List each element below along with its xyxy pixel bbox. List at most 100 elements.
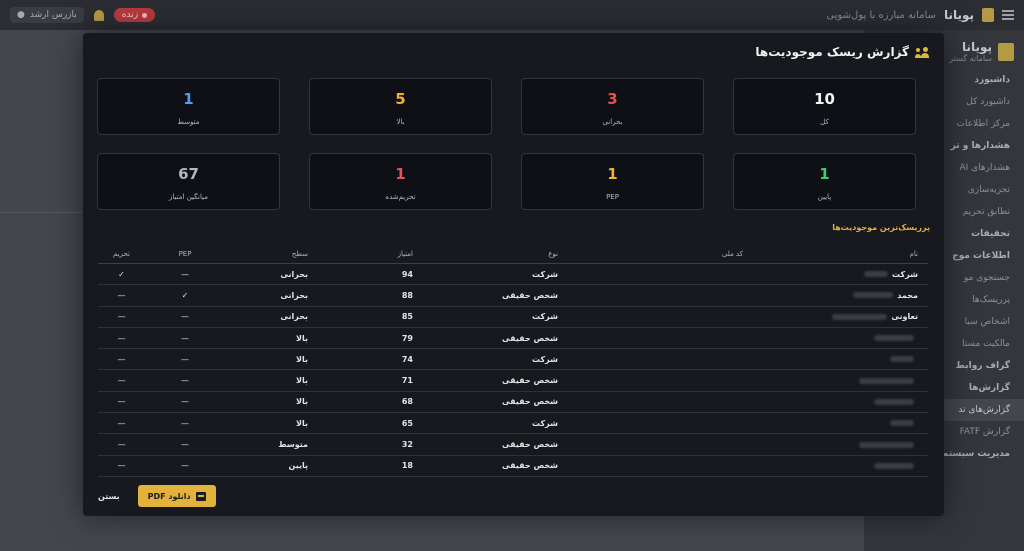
name-cell: تعاونی <box>753 312 918 321</box>
cell-score: 18 <box>401 461 413 471</box>
cell-name: تعاونی <box>753 312 928 321</box>
live-badge: زنده <box>113 8 156 22</box>
redacted-text <box>890 356 914 363</box>
cell-pep: — <box>181 461 189 471</box>
table-row[interactable]: شخص حقیقی 71 بالا — — <box>98 370 928 392</box>
table-row[interactable]: شخص حقیقی 32 متوسط — — <box>98 434 928 456</box>
sidebar-item[interactable]: هشدارهای AI <box>864 157 1024 179</box>
sidebar-item[interactable]: تجزیه‌سازی <box>864 179 1024 201</box>
cell-name <box>753 462 928 469</box>
redacted-text <box>859 441 914 448</box>
cell-name <box>753 377 928 384</box>
cell-type: شرکت <box>532 269 558 279</box>
sidebar-item[interactable]: گزارش FATF <box>864 421 1024 443</box>
bell-icon[interactable] <box>93 9 104 21</box>
entity-name: شرکت <box>892 269 918 279</box>
cell-name <box>753 420 928 427</box>
sidebar-item-label: اطلاعات موج <box>952 251 1010 261</box>
cell-score: 85 <box>401 312 413 322</box>
col-score[interactable]: امتیاز <box>397 249 413 258</box>
cell-name: شرکت <box>753 270 928 279</box>
cell-type: شخص حقیقی <box>502 333 558 343</box>
cell-level: بالا <box>296 376 308 386</box>
cell-sanctioned: — <box>117 354 126 364</box>
cell-score: 79 <box>401 333 413 343</box>
table-row[interactable]: شرکت شرکت 94 بحرانی — ✓ <box>98 264 928 286</box>
cell-type: شخص حقیقی <box>502 376 558 386</box>
redacted-text <box>890 420 914 427</box>
close-button[interactable]: بستن <box>98 491 120 501</box>
sidebar-item[interactable]: مالکیت مستا <box>864 333 1024 355</box>
stat-label: پایین <box>817 193 832 201</box>
stat-label: کل <box>820 118 829 126</box>
table-row[interactable]: تعاونی شرکت 85 بحرانی — — <box>98 307 928 328</box>
stat-value: 1 <box>395 165 406 183</box>
sidebar-item[interactable]: جستجوی مو <box>864 267 1024 289</box>
stat-value: 3 <box>607 90 618 108</box>
top-bar: پویانا سامانه مبارزه با پول‌شویی ● بازرس… <box>0 0 1024 30</box>
table-header: نام کد ملی نوع امتیاز سطح PEP تحریم <box>98 244 928 264</box>
entity-name: تعاونی <box>891 312 918 322</box>
user-icon: ● <box>17 10 25 20</box>
download-pdf-button[interactable]: دانلود PDF <box>137 485 216 507</box>
redacted-text <box>874 462 914 469</box>
entity-risk-report-modal: گزارش ریسک موجودیت‌ها 10 کل 3 بحرانی 5 بالا 1 م… <box>83 33 944 516</box>
cell-pep: — <box>181 376 189 386</box>
stat-label: تحریم‌شده <box>385 193 416 201</box>
col-national-id[interactable]: کد ملی <box>721 249 743 258</box>
table-row[interactable]: شخص حقیقی 79 بالا — — <box>98 328 928 350</box>
sidebar-item[interactable]: داشبورد کل <box>864 91 1024 113</box>
stat-card: 10 کل <box>733 78 916 135</box>
cell-sanctioned: — <box>117 418 126 428</box>
stat-card: 1 PEP <box>521 153 704 210</box>
col-name[interactable]: نام <box>909 249 918 258</box>
sidebar-title: پویانا <box>961 40 992 54</box>
live-dot-icon <box>142 12 148 18</box>
sidebar-item-label: تجزیه‌سازی <box>967 185 1010 195</box>
stat-card: 1 تحریم‌شده <box>309 153 492 210</box>
cell-sanctioned: — <box>117 333 126 343</box>
cell-type: شخص حقیقی <box>502 397 558 407</box>
sidebar-item[interactable]: اشخاص سیا <box>864 311 1024 333</box>
stat-value: 10 <box>814 90 835 108</box>
table-row[interactable]: شرکت 65 بالا — — <box>98 413 928 435</box>
stat-label: PEP <box>606 193 619 201</box>
cell-score: 68 <box>401 397 413 407</box>
name-cell <box>753 441 918 448</box>
col-type[interactable]: نوع <box>548 249 558 258</box>
table-row[interactable]: شخص حقیقی 18 پایین — — <box>98 456 928 477</box>
user-menu[interactable]: ● بازرس ارشد <box>10 7 84 23</box>
cell-sanctioned: — <box>117 376 126 386</box>
sidebar-item[interactable]: مرکز اطلاعات <box>864 113 1024 135</box>
sidebar-brand: پویانا سامانه گستر <box>864 30 1024 69</box>
cell-pep: — <box>181 269 189 279</box>
stat-label: میانگین امتیاز <box>169 193 208 201</box>
cell-sanctioned: — <box>117 461 126 471</box>
name-cell: محمد <box>753 291 918 300</box>
table-row[interactable]: شخص حقیقی 68 بالا — — <box>98 392 928 414</box>
cell-score: 94 <box>401 269 413 279</box>
redacted-text <box>859 377 914 384</box>
col-sanctioned[interactable]: تحریم <box>113 249 130 258</box>
sidebar-item[interactable]: پرریسک‌ها <box>864 289 1024 311</box>
download-pdf-label: دانلود PDF <box>147 491 191 501</box>
cell-score: 74 <box>401 354 413 364</box>
menu-icon[interactable] <box>1002 10 1014 20</box>
stat-value: 1 <box>819 165 830 183</box>
sidebar-item-label: مدیریت سیستم <box>941 449 1010 459</box>
stat-card: 67 میانگین امتیاز <box>97 153 280 210</box>
table-row[interactable]: محمد شخص حقیقی 88 بحرانی ✓ — <box>98 285 928 307</box>
table-row[interactable]: شرکت 74 بالا — — <box>98 349 928 371</box>
cell-pep: — <box>181 312 189 322</box>
sidebar-item[interactable]: تطابق تحریم <box>864 201 1024 223</box>
entities-table: نام کد ملی نوع امتیاز سطح PEP تحریم شرکت… <box>98 244 928 477</box>
sidebar-item-label: تحقیقات <box>971 229 1010 239</box>
col-pep[interactable]: PEP <box>178 249 192 258</box>
cell-level: بحرانی <box>280 290 308 300</box>
cell-sanctioned: — <box>117 440 126 450</box>
cell-pep: — <box>181 418 189 428</box>
stat-value: 67 <box>178 165 199 183</box>
col-level[interactable]: سطح <box>291 249 308 258</box>
cell-level: بالا <box>296 418 308 428</box>
sidebar-item-label: هشدارها و تر <box>950 141 1010 151</box>
